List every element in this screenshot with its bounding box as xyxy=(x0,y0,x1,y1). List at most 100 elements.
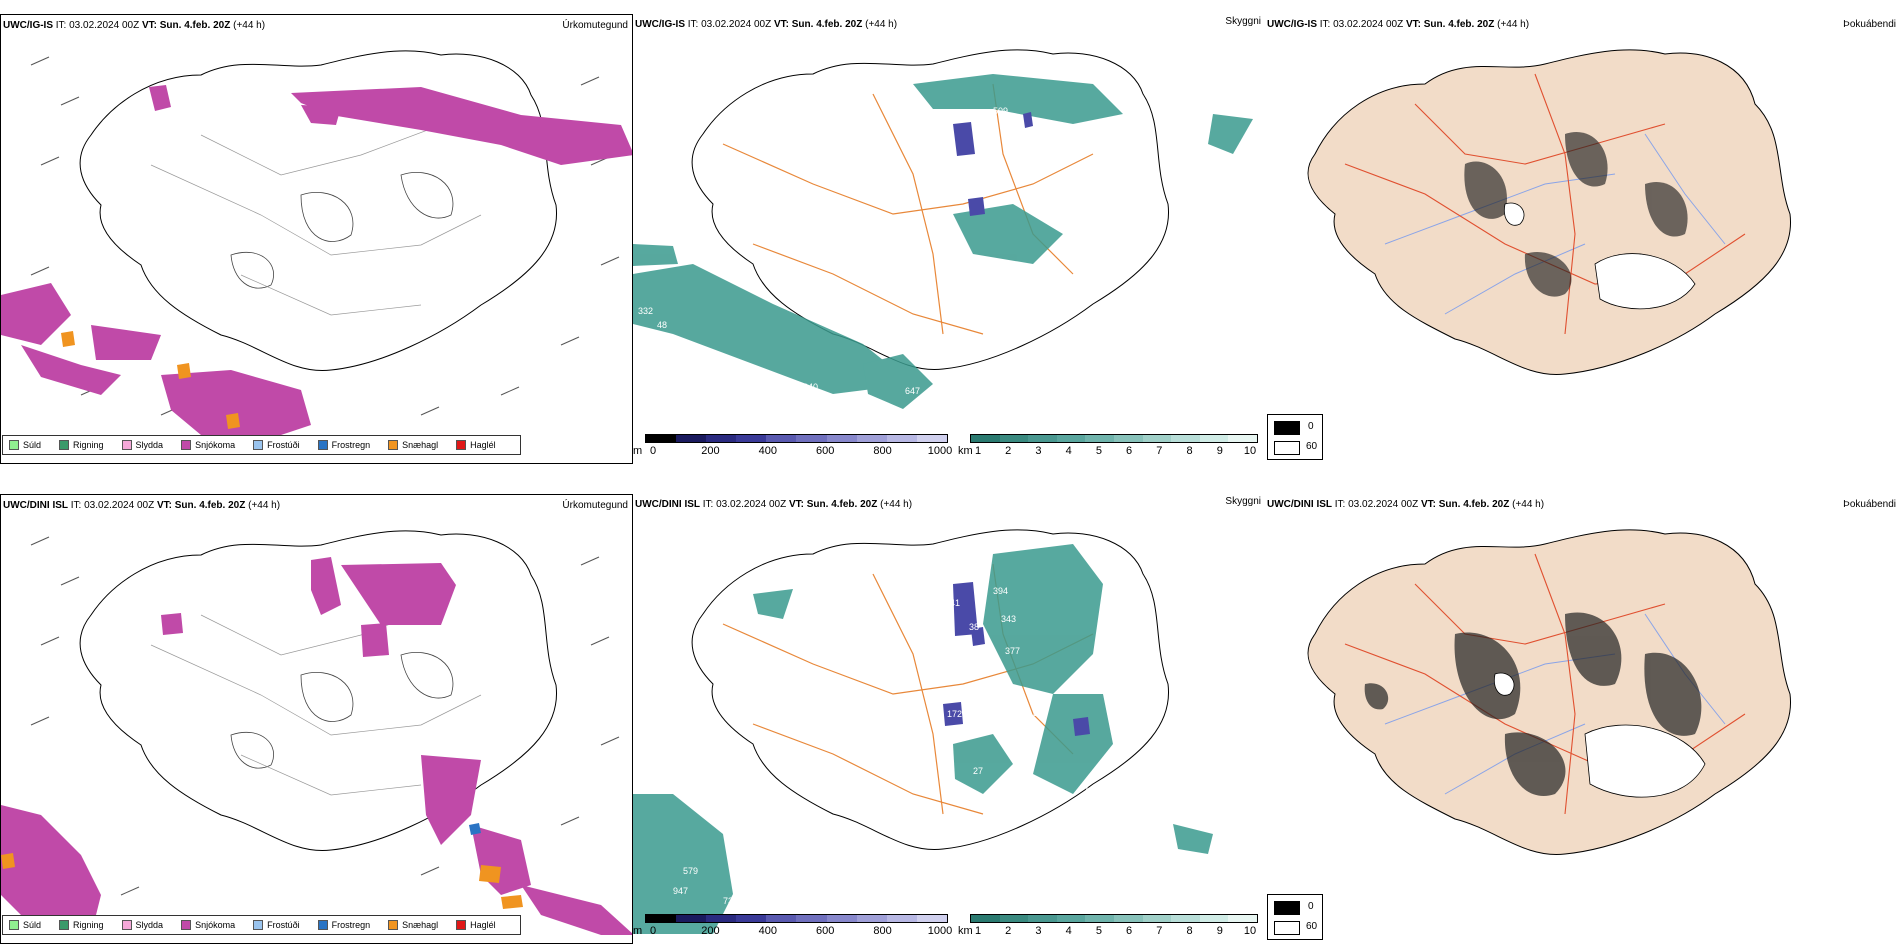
legend-label: Súld xyxy=(23,920,42,930)
visibility-tick: 4 xyxy=(1065,925,1072,937)
legend-item: Súld xyxy=(9,920,41,930)
vt-value: Sun. 4.feb. 20Z xyxy=(791,19,863,30)
legend-label: Súld xyxy=(23,440,42,450)
cloud-base-strip xyxy=(645,914,948,923)
visibility-strip xyxy=(970,434,1258,443)
field-name: Skyggni xyxy=(1225,496,1261,507)
vt-value: Sun. 4.feb. 20Z xyxy=(1438,499,1510,510)
visibility-segment xyxy=(1171,915,1200,922)
visibility-tick: 7 xyxy=(1156,925,1163,937)
visibility-colorbar: km 1 2 3 4 5 6 7 8 9 10 xyxy=(958,914,1258,944)
ceiling-label: 509 xyxy=(993,106,1008,116)
cloud-base-tick: 0 xyxy=(649,925,657,937)
vt-label: VT: xyxy=(773,19,789,30)
cloud-base-tick: 1000 xyxy=(927,445,953,457)
cloud-base-segment xyxy=(886,435,917,442)
visibility-tick: 10 xyxy=(1243,445,1257,457)
legend-label: Snæhagl xyxy=(402,440,439,450)
wind-barbs xyxy=(30,56,620,416)
cloud-base-colorbar: m 0 200 400 600 800 1000 xyxy=(633,914,952,944)
cloud-base-tick: 200 xyxy=(701,925,720,937)
fog-panel-bottom: UWC/DINI ISL IT: 03.02.2024 00Z VT: Sun.… xyxy=(1265,494,1900,944)
panel-header: UWC/DINI ISL IT: 03.02.2024 00Z VT: Sun.… xyxy=(1267,499,1544,510)
visibility-tick: 10 xyxy=(1243,925,1257,937)
visibility-colorbar: km 1 2 3 4 5 6 7 8 9 10 xyxy=(958,434,1258,464)
ceiling-label: 579 xyxy=(683,866,698,876)
route-network xyxy=(722,83,1094,335)
visibility-unit: km xyxy=(958,445,973,457)
cloud-base-segment xyxy=(766,915,797,922)
visibility-segment xyxy=(1113,435,1143,442)
visibility-segment xyxy=(1028,435,1057,442)
model-name: UWC/DINI ISL xyxy=(635,499,700,510)
cloud-base-segment xyxy=(826,915,857,922)
cloud-base-segment xyxy=(886,915,917,922)
vt-value: Sun. 4.feb. 20Z xyxy=(806,499,878,510)
visibility-tick: 3 xyxy=(1035,925,1042,937)
fog-legend-max: 60 xyxy=(1306,441,1318,452)
inland-contours xyxy=(230,172,454,289)
visibility-segment xyxy=(1028,915,1057,922)
lead-time: (+44 h) xyxy=(880,499,913,510)
legend-label: Haglél xyxy=(470,440,496,450)
visibility-segment xyxy=(1142,915,1172,922)
visibility-segment xyxy=(1085,915,1114,922)
cloud-base-segment xyxy=(796,915,827,922)
visibility-tick: 3 xyxy=(1035,445,1042,457)
iceland-outline xyxy=(79,530,558,852)
legend-swatch xyxy=(121,920,132,930)
panel-header: UWC/IG-IS IT: 03.02.2024 00Z VT: Sun. 4.… xyxy=(3,20,265,31)
legend-label: Frostúði xyxy=(267,920,300,930)
cloud-base-unit: m xyxy=(633,445,643,457)
visibility-tick: 6 xyxy=(1126,925,1133,937)
vt-label: VT: xyxy=(156,500,172,511)
visibility-tick: 5 xyxy=(1095,925,1102,937)
field-name: Skyggni xyxy=(1225,16,1261,27)
visibility-segment xyxy=(999,915,1029,922)
cloud-base-segment xyxy=(646,915,677,922)
it-value: 03.02.2024 00Z xyxy=(701,19,772,30)
glacier-white xyxy=(1503,202,1696,310)
iceland-land xyxy=(1307,49,1792,376)
iceland-outline xyxy=(691,49,1170,371)
ceiling-label: 241 xyxy=(945,598,960,608)
ceiling-value-labels: 509 169 21 647 040 332 48 xyxy=(638,106,1008,396)
cloud-base-tick: 600 xyxy=(816,925,835,937)
precip-legend: Súld Rigning Slydda Snjókoma Frostúði Frostre… xyxy=(2,915,521,935)
legend-item: Snæhagl xyxy=(388,920,438,930)
precip-type-map-top xyxy=(1,50,632,445)
inland-contours xyxy=(230,652,454,769)
fog-legend-swatch-min xyxy=(1274,421,1300,435)
legend-label: Rigning xyxy=(73,440,104,450)
cloud-base-segment xyxy=(826,435,857,442)
legend-label: Frostúði xyxy=(267,440,300,450)
legend-swatch xyxy=(181,440,192,450)
legend-swatch xyxy=(388,440,399,450)
ceiling-label: 757 xyxy=(1083,786,1098,796)
legend-item: Súld xyxy=(9,440,41,450)
legend-swatch xyxy=(253,440,264,450)
visibility-tick: 1 xyxy=(974,445,982,457)
visibility-tick: 9 xyxy=(1216,925,1223,937)
panel-header: UWC/DINI ISL IT: 03.02.2024 00Z VT: Sun.… xyxy=(635,499,912,510)
legend-swatch xyxy=(59,440,70,450)
legend-label: Rigning xyxy=(73,920,104,930)
freezing-rain-patch xyxy=(469,823,481,835)
ceiling-label: 21 xyxy=(958,242,968,252)
ceiling-label: 947 xyxy=(673,886,688,896)
cloud-base-segment xyxy=(736,435,767,442)
cloud-base-segment xyxy=(736,915,767,922)
model-name: UWC/DINI ISL xyxy=(3,500,68,511)
legend-swatch xyxy=(317,440,328,450)
cloud-base-tick: 800 xyxy=(873,925,892,937)
cloud-base-tick: 200 xyxy=(701,445,720,457)
cloud-base-segment xyxy=(676,435,707,442)
cloud-base-tick: 400 xyxy=(758,445,777,457)
lead-time: (+44 h) xyxy=(233,20,266,31)
low-ceiling-areas xyxy=(953,112,1033,216)
cloud-base-segment xyxy=(856,435,887,442)
legend-swatch xyxy=(317,920,328,930)
it-label: IT: xyxy=(1319,19,1331,30)
fog-legend-swatch-min xyxy=(1274,901,1300,915)
visibility-strip xyxy=(970,914,1258,923)
